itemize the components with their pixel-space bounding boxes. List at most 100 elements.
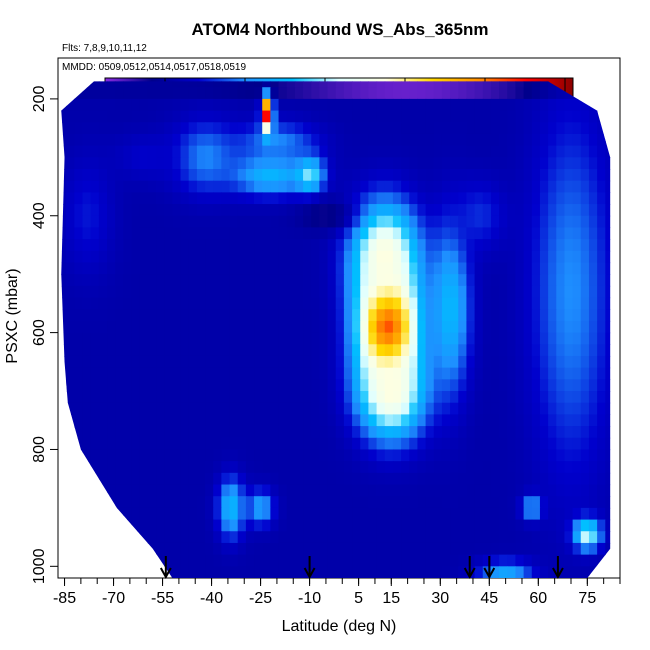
heatmap-cell (474, 542, 484, 556)
heatmap-cell (311, 169, 320, 182)
heatmap-cell (164, 274, 173, 287)
heatmap-cell (588, 437, 598, 451)
heatmap-cell (237, 531, 247, 544)
heatmap-cell (327, 98, 337, 112)
heatmap-cell (588, 309, 598, 322)
heatmap-cell (229, 519, 239, 532)
heatmap-cell (164, 239, 173, 252)
heatmap-cell (74, 145, 84, 158)
heatmap-cell (368, 274, 378, 287)
heatmap-cell (507, 414, 517, 427)
heatmap-cell (188, 87, 198, 100)
heatmap-cell (82, 227, 92, 240)
heatmap-cell (221, 531, 231, 544)
heatmap-cell (131, 110, 141, 123)
heatmap-cell (556, 145, 566, 158)
heatmap-cell (417, 204, 427, 217)
heatmap-cell (172, 157, 182, 170)
heatmap-cell (588, 507, 598, 521)
heatmap-cell (229, 169, 239, 182)
heatmap-cell (392, 320, 402, 334)
heatmap-cell (303, 87, 312, 100)
heatmap-cell (482, 250, 492, 264)
heatmap-cell (245, 250, 255, 264)
heatmap-cell (556, 250, 566, 264)
heatmap-cell (90, 239, 100, 252)
heatmap-cell (237, 414, 247, 427)
heatmap-cell (172, 554, 182, 567)
heatmap-cell (311, 239, 320, 252)
heatmap-cell (474, 402, 484, 416)
heatmap-cell (531, 402, 541, 416)
heatmap-cell (458, 110, 468, 123)
heatmap-cell (548, 472, 557, 486)
heatmap-cell (286, 554, 296, 567)
heatmap-cell (221, 192, 231, 205)
heatmap-cell (376, 554, 386, 567)
heatmap-cell (441, 250, 451, 264)
heatmap-cell (82, 145, 92, 158)
heatmap-cell (196, 169, 206, 182)
heatmap-cell (499, 332, 508, 345)
heatmap-cell (572, 402, 582, 416)
heatmap-cell (221, 507, 231, 521)
heatmap-cell (474, 367, 484, 380)
heatmap-cell (245, 542, 255, 556)
heatmap-cell (474, 496, 484, 509)
heatmap-cell (441, 204, 451, 217)
heatmap-cell (401, 414, 410, 427)
heatmap-cell (343, 507, 353, 521)
heatmap-cell (499, 110, 508, 123)
heatmap-cell (401, 239, 410, 252)
heatmap-cell (311, 87, 320, 100)
heatmap-cell (384, 391, 394, 404)
heatmap-cell (90, 122, 100, 135)
heatmap-cell (441, 87, 451, 100)
heatmap-cell (286, 379, 296, 392)
heatmap-cell (98, 344, 108, 357)
heatmap-cell (245, 122, 255, 135)
heatmap-cell (474, 391, 484, 404)
heatmap-cell (303, 461, 312, 474)
heatmap-cell (90, 402, 100, 416)
heatmap-cell (188, 402, 198, 416)
heatmap-cell (458, 484, 468, 497)
heatmap-cell (539, 87, 549, 100)
heatmap-cell (294, 449, 304, 462)
heatmap-cell (164, 87, 173, 100)
heatmap-cell (474, 145, 484, 158)
heatmap-cell (392, 145, 402, 158)
heatmap-cell (61, 227, 67, 240)
heatmap-cell (343, 449, 353, 462)
heatmap-cell (605, 250, 611, 264)
heatmap-cell (417, 274, 427, 287)
heatmap-cell (425, 204, 435, 217)
heatmap-cell (588, 484, 598, 497)
heatmap-cell (327, 379, 337, 392)
heatmap-cell (131, 297, 141, 310)
flights-note: Flts: 7,8,9,10,11,12 (62, 43, 147, 54)
heatmap-cell (213, 122, 222, 135)
heatmap-cell (580, 157, 590, 170)
heatmap-cell (523, 309, 533, 322)
heatmap-cell (82, 262, 92, 275)
heatmap-cell (392, 379, 402, 392)
heatmap-cell (499, 367, 508, 380)
heatmap-cell (343, 192, 353, 205)
heatmap-cell (531, 145, 541, 158)
heatmap-cell (66, 204, 75, 217)
heatmap-cell (523, 157, 533, 170)
heatmap-cell (548, 507, 557, 521)
heatmap-cell (499, 542, 508, 556)
heatmap-cell (286, 274, 296, 287)
heatmap-cell (303, 437, 312, 451)
heatmap-cell (597, 180, 606, 193)
heatmap-cell (262, 484, 271, 497)
heatmap-cell (286, 531, 296, 544)
heatmap-cell (401, 507, 410, 521)
heatmap-cell (245, 285, 255, 299)
heatmap-cell (278, 227, 288, 240)
heatmap-cell (450, 180, 459, 193)
heatmap-cell (237, 320, 247, 334)
heatmap-cell (499, 285, 508, 299)
